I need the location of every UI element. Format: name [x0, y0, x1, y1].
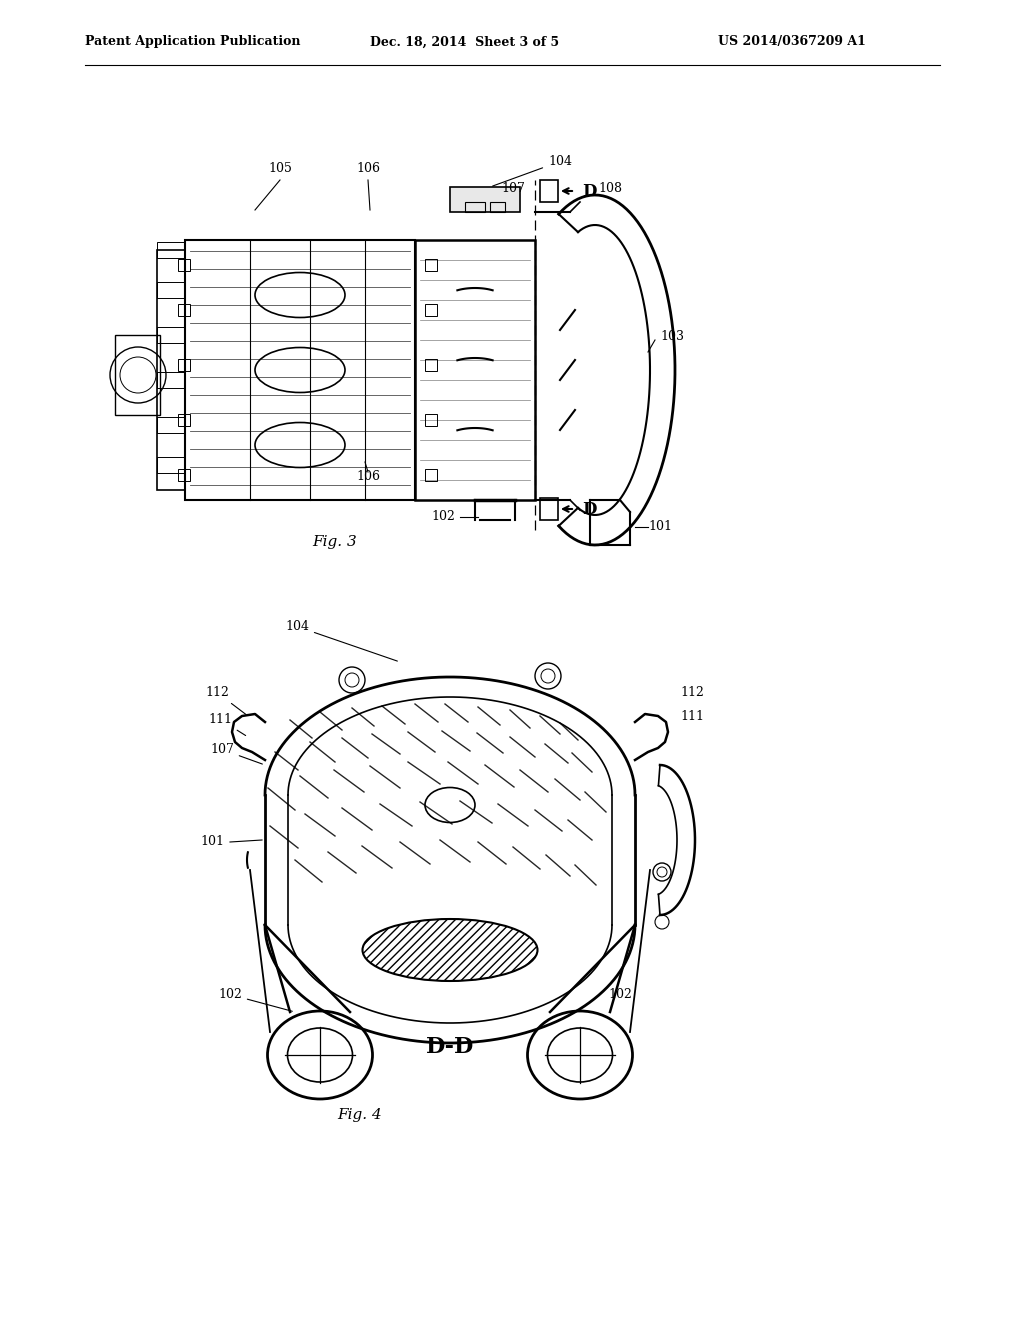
Text: 111: 111 — [680, 710, 705, 723]
Bar — [157, 417, 185, 433]
Bar — [425, 359, 437, 371]
Bar — [178, 469, 190, 480]
Bar — [157, 372, 185, 388]
Text: 112: 112 — [205, 686, 246, 714]
Text: Dec. 18, 2014  Sheet 3 of 5: Dec. 18, 2014 Sheet 3 of 5 — [370, 36, 559, 49]
Bar — [425, 304, 437, 315]
Text: D-D: D-D — [426, 1036, 474, 1059]
Bar — [425, 259, 437, 271]
Text: Fig. 4: Fig. 4 — [338, 1107, 382, 1122]
Bar — [425, 414, 437, 426]
Text: US 2014/0367209 A1: US 2014/0367209 A1 — [718, 36, 866, 49]
Bar — [157, 242, 185, 257]
Ellipse shape — [362, 919, 538, 981]
Bar — [185, 240, 415, 500]
Bar — [540, 180, 558, 202]
Text: 108: 108 — [598, 182, 622, 195]
Bar — [178, 359, 190, 371]
Text: D: D — [582, 500, 597, 517]
Text: 101: 101 — [648, 520, 672, 533]
Text: 102: 102 — [218, 987, 292, 1011]
Text: 101: 101 — [200, 836, 224, 847]
Text: 104: 104 — [493, 154, 572, 186]
Text: 112: 112 — [680, 686, 703, 700]
Bar — [178, 304, 190, 315]
Text: 107: 107 — [501, 182, 525, 195]
Text: Patent Application Publication: Patent Application Publication — [85, 36, 300, 49]
Text: 102: 102 — [431, 510, 455, 523]
Text: Fig. 3: Fig. 3 — [312, 535, 357, 549]
Bar — [490, 202, 505, 213]
Text: 103: 103 — [660, 330, 684, 343]
Bar — [115, 335, 160, 414]
Text: 106: 106 — [356, 470, 380, 483]
Bar — [540, 498, 558, 520]
Text: 105: 105 — [268, 162, 292, 176]
Bar — [157, 327, 185, 343]
Text: D: D — [582, 182, 597, 199]
Bar — [425, 469, 437, 480]
Bar — [450, 187, 520, 213]
Bar — [178, 259, 190, 271]
Bar — [465, 202, 485, 213]
Text: 111: 111 — [208, 713, 246, 735]
Bar — [157, 282, 185, 298]
Bar — [415, 240, 535, 500]
Text: 102: 102 — [608, 987, 632, 1001]
Text: 107: 107 — [210, 743, 262, 764]
Bar — [157, 457, 185, 473]
Bar — [157, 249, 185, 490]
Bar — [178, 414, 190, 426]
Text: 106: 106 — [356, 162, 380, 176]
Text: 104: 104 — [285, 620, 397, 661]
